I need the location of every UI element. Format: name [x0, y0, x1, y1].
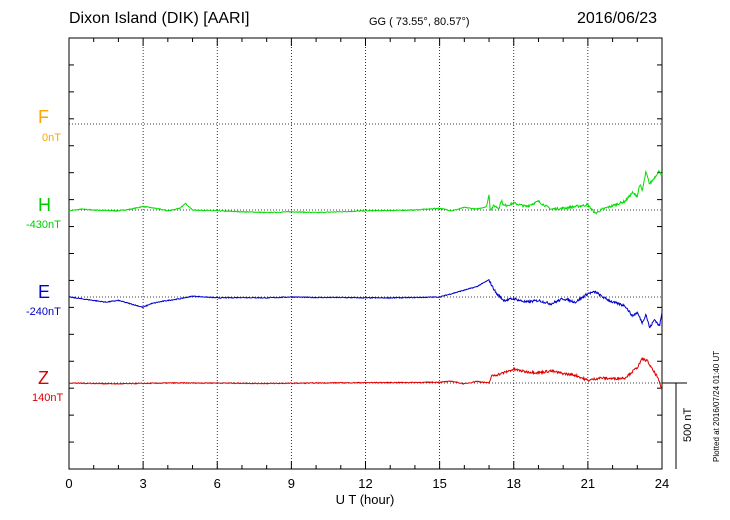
data-traces [68, 169, 663, 391]
x-tick-label: 3 [139, 476, 147, 491]
x-tick-label: 9 [287, 476, 295, 491]
component-e-baseline: -240nT [26, 306, 61, 318]
chart-date: 2016/06/23 [577, 10, 658, 27]
component-z-letter: Z [38, 368, 49, 388]
x-tick-label: 12 [358, 476, 373, 491]
x-tick-label: 6 [213, 476, 221, 491]
scale-bar-label: 500 nT [682, 407, 694, 442]
component-h-letter: H [38, 195, 51, 215]
component-e-letter: E [38, 282, 51, 302]
grid-lines [68, 37, 663, 470]
component-h-baseline: -430nT [26, 219, 61, 231]
plotted-timestamp: Plotted at 2016/07/24 01:40 UT [712, 350, 721, 462]
x-tick-label: 18 [506, 476, 521, 491]
x-tick-label: 21 [580, 476, 596, 491]
component-f-letter: F [38, 107, 49, 127]
component-z-baseline: 140nT [32, 392, 64, 404]
x-axis-label: U T (hour) [335, 492, 395, 507]
x-tick-label: 15 [432, 476, 447, 491]
series-z-line [69, 357, 663, 391]
x-tick-label: 24 [654, 476, 670, 491]
series-e-line [68, 279, 663, 329]
geographic-coords: GG ( 73.55°, 80.57°) [369, 16, 470, 28]
component-f-baseline: 0nT [42, 132, 61, 144]
x-tick-label: 0 [65, 476, 73, 491]
station-title: Dixon Island (DIK) [AARI] [69, 10, 250, 27]
series-h-line [68, 169, 663, 215]
